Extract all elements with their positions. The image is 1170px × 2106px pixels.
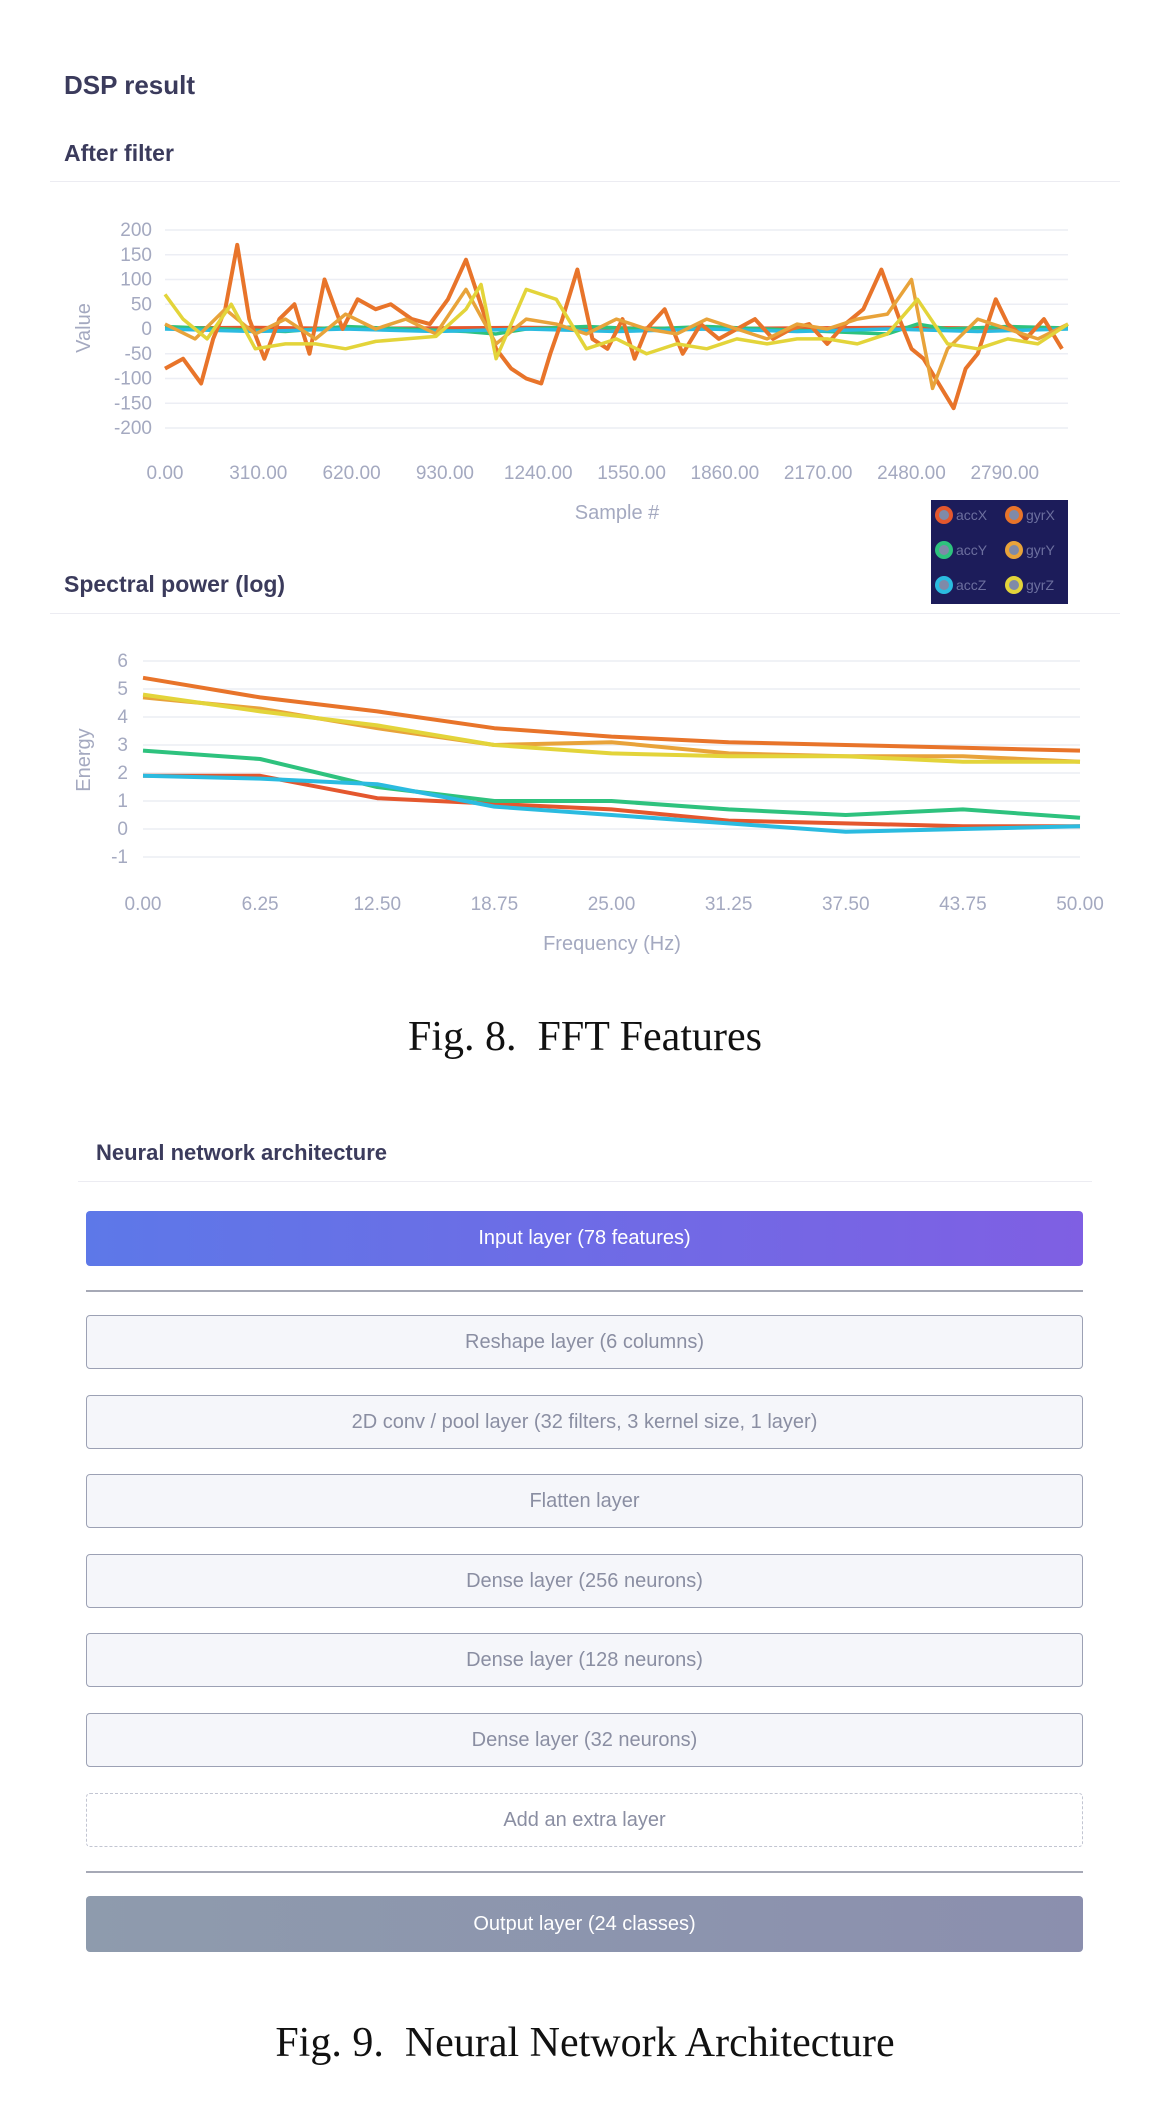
y-tick-label: 6	[117, 651, 128, 672]
x-tick-label: 0.00	[147, 463, 184, 484]
add-extra-layer-button[interactable]: Add an extra layer	[86, 1793, 1083, 1847]
spectral-power-chart: 6 5 4 3 2 1 0 -1 0.00 6.25 12.50 18.75 25.00 31.25 37…	[73, 651, 1104, 955]
flatten-layer-button[interactable]: Flatten layer	[86, 1474, 1083, 1528]
series-line-gyrZ	[163, 282, 1069, 361]
dense-256-layer-button[interactable]: Dense layer (256 neurons)	[86, 1554, 1083, 1608]
x-tick-label: 0.00	[125, 894, 162, 915]
x-tick-label: 620.00	[323, 463, 381, 484]
nn-divider	[78, 1181, 1092, 1182]
x-tick-label: 2170.00	[784, 463, 853, 484]
legend-item-gyrZ[interactable]: gyrZ	[1005, 576, 1054, 594]
after-filter-ylabel: Value	[73, 303, 95, 353]
y-tick-label: -50	[125, 344, 152, 365]
output-separator	[86, 1871, 1083, 1873]
legend-label: accZ	[956, 577, 987, 593]
y-tick-label: 1	[117, 791, 128, 812]
y-tick-label: 2	[117, 763, 128, 784]
y-tick-label: 0	[141, 319, 152, 340]
legend-item-accY[interactable]: accY	[935, 541, 987, 559]
x-tick-label: 25.00	[588, 894, 636, 915]
dense-32-layer-button[interactable]: Dense layer (32 neurons)	[86, 1713, 1083, 1767]
legend-swatch-icon	[1005, 506, 1023, 524]
chart-legend: accX gyrX accY gyrY accZ gyrZ	[931, 500, 1068, 604]
output-layer-button[interactable]: Output layer (24 classes)	[86, 1896, 1083, 1952]
x-tick-label: 1240.00	[504, 463, 573, 484]
dsp-result-title: DSP result	[64, 70, 196, 100]
y-tick-label: 150	[120, 245, 152, 266]
y-tick-label: 200	[120, 220, 152, 241]
series-line-accX	[143, 773, 1080, 829]
legend-item-accZ[interactable]: accZ	[935, 576, 986, 594]
legend-swatch-icon	[935, 506, 953, 524]
x-tick-label: 1550.00	[597, 463, 666, 484]
fig9-caption: Fig. 9. Neural Network Architecture	[275, 2020, 895, 2066]
series-line-accZ	[142, 773, 1081, 834]
x-tick-label: 18.75	[471, 894, 519, 915]
input-separator	[86, 1290, 1083, 1292]
after-filter-divider	[50, 181, 1120, 182]
y-tick-label: 3	[117, 735, 128, 756]
spectral-xlabel: Frequency (Hz)	[543, 933, 681, 955]
spectral-power-title: Spectral power (log)	[64, 571, 286, 597]
y-tick-label: 50	[131, 294, 152, 315]
x-tick-label: 6.25	[242, 894, 279, 915]
x-tick-label: 1860.00	[691, 463, 760, 484]
y-tick-label: 5	[117, 679, 128, 700]
x-tick-label: 50.00	[1056, 894, 1104, 915]
x-tick-label: 31.25	[705, 894, 753, 915]
y-tick-label: -100	[114, 369, 152, 390]
after-filter-chart: 200 150 100 50 0 -50 -100 -150 -200 0.00 310.00 62…	[73, 220, 1069, 524]
series-line-gyrX	[142, 675, 1081, 753]
x-tick-label: 12.50	[353, 894, 401, 915]
legend-swatch-icon	[1005, 576, 1023, 594]
x-tick-label: 310.00	[229, 463, 287, 484]
x-tick-label: 37.50	[822, 894, 870, 915]
y-tick-label: -200	[114, 418, 152, 439]
series-line-accY	[142, 748, 1081, 820]
nn-title: Neural network architecture	[96, 1140, 387, 1165]
x-tick-label: 2480.00	[877, 463, 946, 484]
fig8-caption: Fig. 8. FFT Features	[408, 1014, 762, 1060]
y-tick-label: 100	[120, 270, 152, 291]
dense-128-layer-button[interactable]: Dense layer (128 neurons)	[86, 1633, 1083, 1687]
x-tick-label: 930.00	[416, 463, 474, 484]
legend-label: gyrX	[1026, 507, 1055, 523]
legend-item-gyrX[interactable]: gyrX	[1005, 506, 1055, 524]
series-line-gyrY	[164, 277, 1069, 391]
legend-item-accX[interactable]: accX	[935, 506, 987, 524]
y-tick-label: -1	[111, 847, 128, 868]
legend-swatch-icon	[935, 541, 953, 559]
y-tick-label: 0	[117, 819, 128, 840]
legend-item-gyrY[interactable]: gyrY	[1005, 541, 1055, 559]
y-tick-label: 4	[117, 707, 128, 728]
legend-label: gyrZ	[1026, 577, 1054, 593]
reshape-layer-button[interactable]: Reshape layer (6 columns)	[86, 1315, 1083, 1369]
spectral-divider	[50, 613, 1120, 614]
x-tick-label: 43.75	[939, 894, 987, 915]
legend-swatch-icon	[1005, 541, 1023, 559]
y-tick-label: -150	[114, 393, 152, 414]
legend-swatch-icon	[935, 576, 953, 594]
series-line-gyrZ	[142, 692, 1080, 764]
legend-label: accY	[956, 542, 988, 558]
conv-pool-layer-button[interactable]: 2D conv / pool layer (32 filters, 3 kern…	[86, 1395, 1083, 1449]
input-layer-button[interactable]: Input layer (78 features)	[86, 1211, 1083, 1266]
spectral-ylabel: Energy	[73, 728, 95, 791]
legend-label: accX	[956, 507, 988, 523]
x-tick-label: 2790.00	[970, 463, 1039, 484]
after-filter-title: After filter	[64, 140, 174, 166]
after-filter-xlabel: Sample #	[575, 502, 660, 524]
legend-label: gyrY	[1026, 542, 1055, 558]
